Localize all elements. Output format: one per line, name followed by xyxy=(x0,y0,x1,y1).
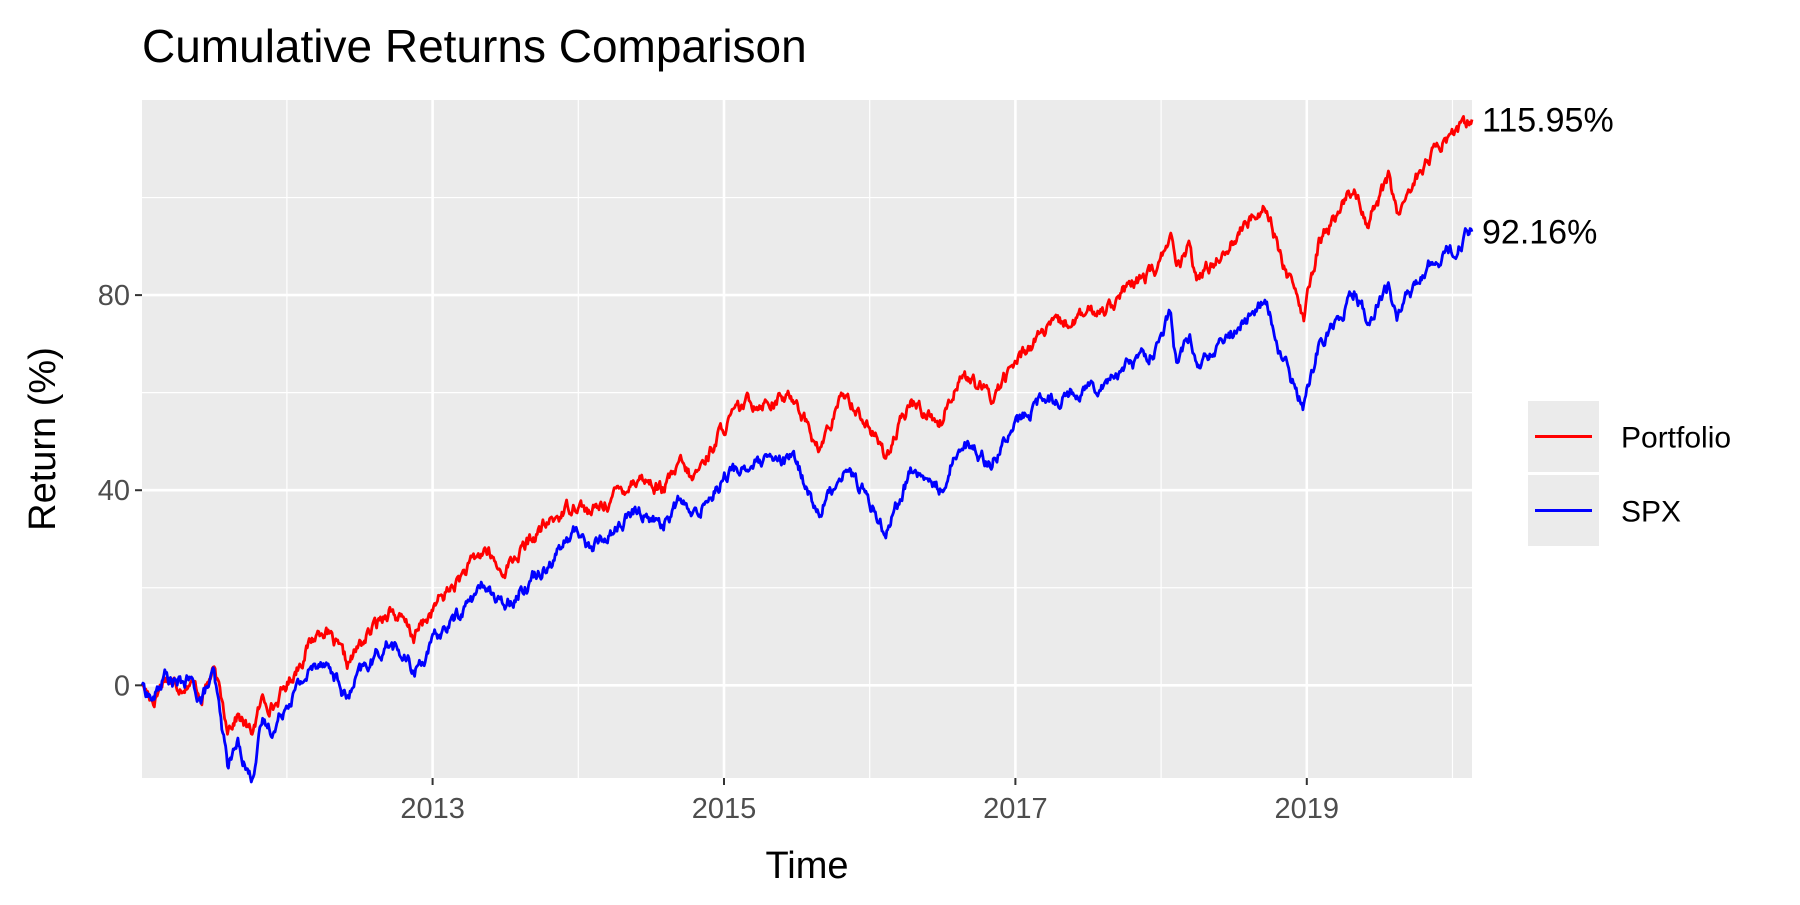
minor-gridlines xyxy=(142,100,1472,778)
legend-label-portfolio: Portfolio xyxy=(1621,422,1731,455)
end-label-spx: 92.16% xyxy=(1482,214,1597,252)
x-axis: 2013 2015 2017 2019 xyxy=(400,778,1339,825)
legend-label-spx: SPX xyxy=(1621,496,1681,529)
series-lines xyxy=(140,115,1474,784)
y-tick-label: 0 xyxy=(114,670,130,702)
series-line-spx xyxy=(140,227,1474,784)
y-tick-label: 80 xyxy=(98,280,130,312)
end-labels: 115.95% 92.16% xyxy=(1482,102,1614,252)
x-axis-label: Time xyxy=(765,845,848,887)
y-tick-label: 40 xyxy=(98,475,130,507)
chart-title: Cumulative Returns Comparison xyxy=(142,20,807,72)
x-tick-label: 2013 xyxy=(400,793,465,825)
y-axis: 0 40 80 xyxy=(98,280,142,702)
y-axis-label: Return (%) xyxy=(22,347,64,531)
x-tick-label: 2017 xyxy=(983,793,1048,825)
x-tick-label: 2015 xyxy=(692,793,757,825)
end-label-portfolio: 115.95% xyxy=(1482,102,1614,140)
legend: Portfolio SPX xyxy=(1528,401,1731,546)
plot-panel xyxy=(142,100,1472,778)
x-tick-label: 2019 xyxy=(1275,793,1340,825)
series-line-portfolio xyxy=(141,115,1474,736)
